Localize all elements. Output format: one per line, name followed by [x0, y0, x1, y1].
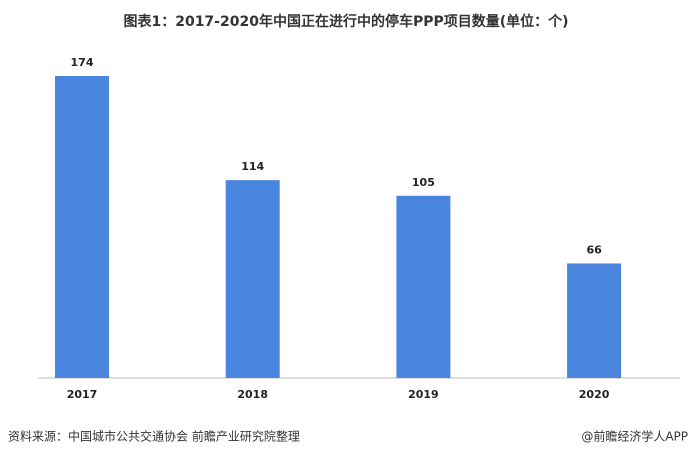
bar [55, 76, 109, 378]
x-tick-label: 2018 [237, 388, 268, 401]
x-tick-label: 2019 [408, 388, 439, 401]
bar [567, 263, 622, 378]
x-tick-label: 2017 [67, 388, 98, 401]
bar [225, 180, 280, 378]
bar [396, 195, 451, 378]
data-label: 66 [586, 243, 602, 256]
data-label: 105 [412, 176, 435, 189]
chart-title: 图表1：2017-2020年中国正在进行中的停车PPP项目数量(单位：个) [123, 13, 568, 30]
data-label: 114 [241, 160, 264, 173]
x-tick-label: 2020 [579, 388, 610, 401]
credit: @前瞻经济学人APP [581, 429, 688, 444]
data-label: 174 [71, 56, 94, 69]
source: 资料来源：中国城市公共交通协会 前瞻产业研究院整理 [8, 429, 300, 444]
